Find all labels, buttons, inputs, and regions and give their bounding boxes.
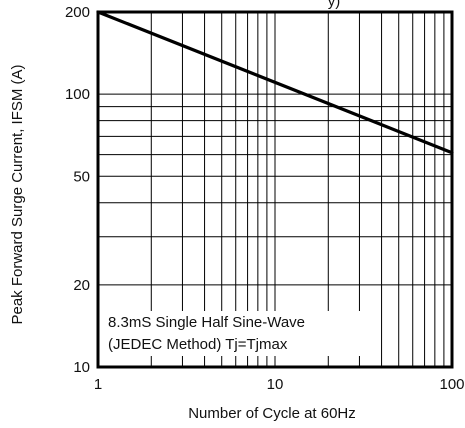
series-line-0 xyxy=(96,10,454,155)
y-tick-label: 200 xyxy=(65,4,90,21)
x-axis-title: Number of Cycle at 60Hz xyxy=(188,405,356,422)
annotation-box xyxy=(102,311,376,356)
x-tick-label: 1 xyxy=(94,376,102,393)
y-tick-label: 10 xyxy=(73,359,90,376)
series-layer xyxy=(96,10,454,155)
x-tick-labels: 1 10 100 xyxy=(94,376,465,393)
y-axis-title: Peak Forward Surge Current, IFSM (A) xyxy=(9,64,26,324)
annotation-line-2: (JEDEC Method) Tj=Tjmax xyxy=(108,336,288,353)
x-tick-label: 100 xyxy=(439,376,464,393)
y-tick-labels: 10 20 50 100 200 xyxy=(65,4,90,376)
title-fragment: y) xyxy=(328,0,341,10)
y-tick-label: 100 xyxy=(65,86,90,103)
x-tick-label: 10 xyxy=(267,376,284,393)
y-tick-label: 20 xyxy=(73,277,90,294)
plot-frame xyxy=(96,10,454,369)
y-tick-label: 50 xyxy=(73,168,90,185)
annotation-line-1: 8.3mS Single Half Sine-Wave xyxy=(108,314,305,331)
